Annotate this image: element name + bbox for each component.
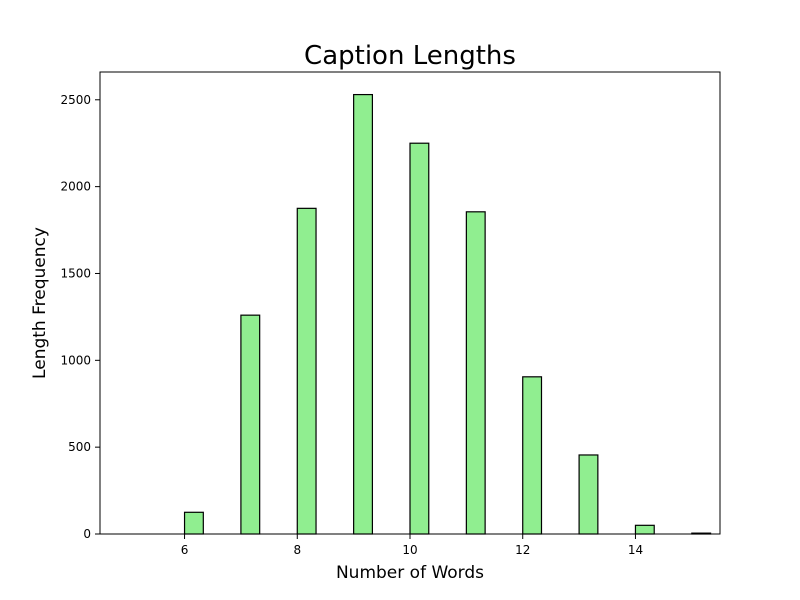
- x-tick-label: 14: [628, 543, 643, 557]
- histogram-bar-3: [353, 93, 374, 535]
- y-axis: 0 500 1000 1500 2000 2500: [60, 93, 100, 541]
- y-tick-label: 2500: [60, 93, 91, 107]
- histogram-bar-6: [522, 376, 543, 535]
- x-tick-label: 8: [293, 543, 301, 557]
- x-tick-label: 12: [515, 543, 530, 557]
- histogram-bar-4: [409, 142, 430, 535]
- histogram-bar-1: [240, 314, 261, 535]
- x-tick-label: 6: [181, 543, 189, 557]
- x-axis: 6 8 10 12 14: [181, 534, 643, 557]
- y-tick-label: 1000: [60, 353, 91, 367]
- histogram-bar-0: [183, 511, 204, 535]
- y-tick-label: 1500: [60, 266, 91, 280]
- y-tick-label: 0: [83, 527, 91, 541]
- x-axis-label: Number of Words: [336, 563, 484, 583]
- y-tick-label: 2000: [60, 180, 91, 194]
- chart-title: Caption Lengths: [304, 41, 516, 71]
- y-tick-label: 500: [68, 440, 91, 454]
- y-axis-label: Length Frequency: [30, 227, 50, 379]
- histogram-bar-5: [465, 211, 486, 535]
- bars-group: [183, 93, 712, 535]
- x-tick-label: 10: [402, 543, 417, 557]
- histogram-bar-2: [296, 207, 317, 535]
- histogram-bar-7: [578, 454, 599, 535]
- histogram-bar-8: [634, 524, 655, 535]
